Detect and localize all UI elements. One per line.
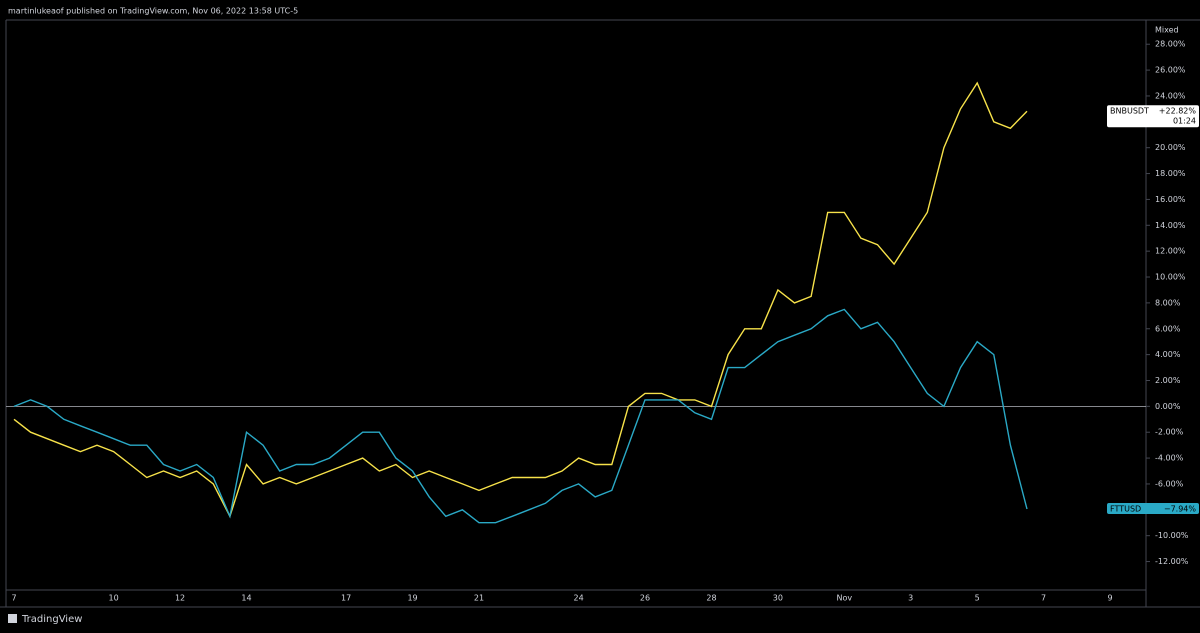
y-tick-label: 4.00%	[1155, 350, 1181, 359]
y-tick-label: 18.00%	[1155, 169, 1186, 178]
y-tick-label: 6.00%	[1155, 324, 1181, 333]
footer-logo: TradingView	[8, 614, 82, 625]
y-tick-label: -2.00%	[1155, 428, 1184, 437]
y-tick-label: 26.00%	[1155, 66, 1186, 75]
y-tick-label: 24.00%	[1155, 91, 1186, 100]
y-tick-label: -10.00%	[1155, 531, 1189, 540]
y-tick-label: 0.00%	[1155, 402, 1181, 411]
x-tick-label: 9	[1107, 594, 1112, 603]
series-line	[13, 81, 1028, 519]
x-tick-label: 26	[640, 594, 650, 603]
header: martinlukeaof published on TradingView.c…	[8, 7, 298, 16]
x-tick-label: 12	[175, 594, 185, 603]
price-tag: BNBUSDT +22.82%01:24	[1107, 105, 1199, 128]
x-tick-label: 10	[109, 594, 119, 603]
x-tick-label: 3	[908, 594, 913, 603]
tag-value: −7.94%	[1164, 505, 1197, 514]
x-tick-label: 28	[706, 594, 716, 603]
tag-box	[1107, 503, 1199, 515]
y-tick-label: 2.00%	[1155, 376, 1181, 385]
countdown: 01:24	[1173, 117, 1196, 126]
logo-mark	[8, 614, 17, 623]
footer: TradingView	[21, 614, 82, 625]
tag-value: +22.82%	[1159, 107, 1197, 116]
x-tick-label: 17	[341, 594, 351, 603]
x-tick-label: 30	[773, 594, 783, 603]
tag-name: BNBUSDT	[1110, 107, 1149, 116]
tag-name: FTTUSD	[1110, 505, 1141, 514]
y-tick-label: 8.00%	[1155, 298, 1181, 307]
tag-box	[1107, 105, 1199, 128]
y-tick-label: 14.00%	[1155, 221, 1186, 230]
x-tick-label: 5	[975, 594, 980, 603]
price-tag: FTTUSD −7.94%	[1107, 503, 1199, 515]
y-tick-label: 10.00%	[1155, 273, 1186, 282]
x-tick-label: Nov	[836, 594, 852, 603]
x-tick-label: 7	[1041, 594, 1046, 603]
series-line	[13, 308, 1028, 524]
y-tick-label: -6.00%	[1155, 479, 1184, 488]
x-tick-label: 7	[11, 594, 16, 603]
y-tick-label: -12.00%	[1155, 557, 1189, 566]
y-tick-label: 28.00%	[1155, 40, 1186, 49]
x-tick-label: 21	[474, 594, 484, 603]
y-tick-label: 12.00%	[1155, 247, 1186, 256]
y-tick-label: -4.00%	[1155, 454, 1184, 463]
y-tick-label: 16.00%	[1155, 195, 1186, 204]
x-tick-label: 14	[241, 594, 251, 603]
x-tick-label: 19	[407, 594, 417, 603]
y-tick-label: 20.00%	[1155, 143, 1186, 152]
x-tick-label: 24	[574, 594, 584, 603]
scale-mode: Mixed	[1155, 26, 1179, 35]
